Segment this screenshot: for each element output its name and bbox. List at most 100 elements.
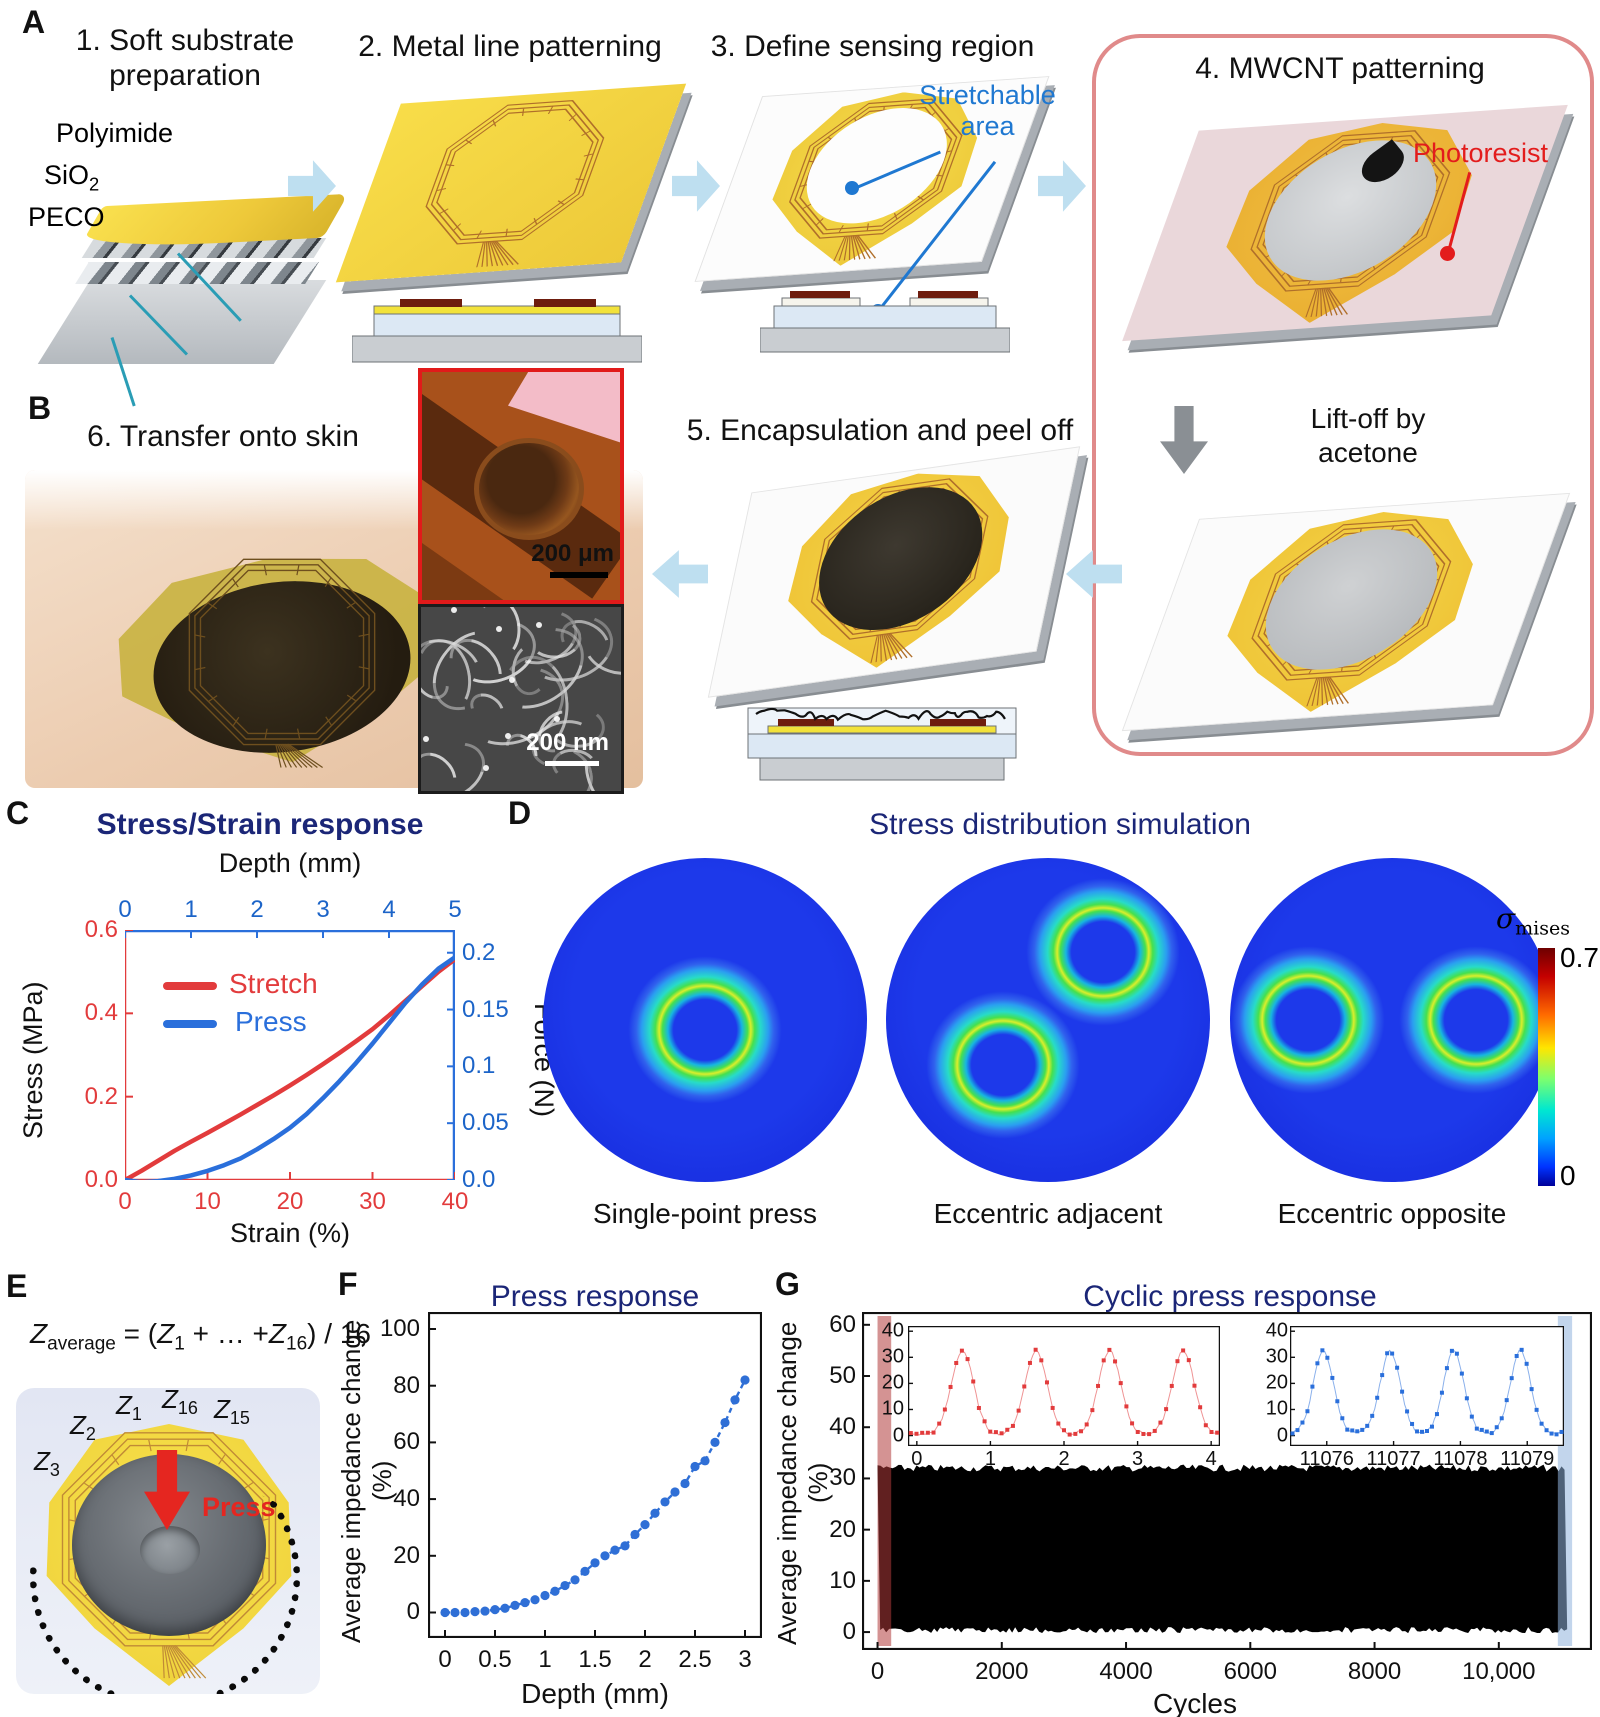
tick-label: 5 [448, 896, 462, 923]
step1-illustration [28, 112, 349, 407]
tick-label: 0.6 [84, 916, 118, 943]
scale-bar-200nm [545, 761, 599, 766]
tick-label: 0 [911, 1448, 923, 1470]
arrow-step5-to-b [652, 550, 708, 598]
tick-label: 2000 [975, 1658, 1029, 1685]
electrode-label-z15: Z15 [214, 1394, 250, 1429]
tick-label: 40 [829, 1413, 856, 1441]
press-illustration: Press Z1 Z16 Z15 Z2 Z3 [16, 1388, 320, 1694]
tick-label: 0.0 [462, 1166, 496, 1193]
stress-ring [1024, 875, 1183, 1028]
tick-label: 0 [118, 1188, 132, 1215]
sem-bright-dot [504, 732, 511, 739]
sem-inset: 200 nm [418, 604, 624, 794]
tick-label: 50 [829, 1362, 856, 1389]
chart-g-xticks: 0 2000 4000 6000 8000 10,000 [862, 1658, 1592, 1685]
sim-label-single: Single-point press [592, 1198, 818, 1229]
sem-bright-dot [483, 765, 490, 772]
tick-label: 100 [379, 1315, 420, 1342]
z-average-formula: Zaverage = (Z1 + … +Z16) / 16 [30, 1318, 371, 1355]
tick-label: 60 [393, 1428, 420, 1456]
tick-label: 1 [984, 1448, 996, 1470]
tick-label: 10 [1265, 1397, 1288, 1420]
step1-title: 1. Soft substrate preparation [75, 24, 295, 92]
sem-bright-dot [536, 621, 543, 628]
tick-label: 30 [1265, 1345, 1288, 1368]
step4-photoresist-slab [1122, 104, 1568, 342]
colorbar-label: σmises [1496, 902, 1571, 940]
step2-title: 2. Metal line patterning [358, 30, 662, 63]
layer-label-peco: PECO [28, 202, 105, 232]
tick-label: 10,000 [1462, 1658, 1536, 1685]
chart-c-bottom-ticks: 0 10 20 30 40 [118, 1188, 468, 1216]
colorbar-min: 0 [1560, 1160, 1576, 1191]
tick-label: 0.4 [84, 999, 118, 1027]
tick-label: 4000 [1099, 1658, 1153, 1685]
stress-ring [626, 953, 784, 1106]
tick-label: 6000 [1223, 1658, 1277, 1685]
sim-single-point [543, 858, 867, 1182]
tick-label: 20 [829, 1515, 856, 1543]
panel-f-label: F [338, 1266, 358, 1302]
tick-label: 20 [393, 1541, 420, 1569]
arrow-step2-to-step3 [672, 160, 720, 212]
tick-label: 11079 [1500, 1448, 1555, 1470]
tick-label: 0 [406, 1598, 420, 1626]
stretchable-area-label: Stretchable area [919, 80, 1056, 142]
tick-label: 4 [382, 896, 396, 923]
tick-label: 0.0 [84, 1166, 118, 1193]
electrode-label-z2: Z2 [70, 1410, 96, 1445]
tick-label: 0.05 [462, 1109, 509, 1137]
panel-g-label: G [775, 1266, 800, 1302]
tick-label: 80 [393, 1371, 420, 1399]
tick-label: 40 [881, 1319, 904, 1342]
step6-title: 6. Transfer onto skin [87, 420, 359, 453]
step2-slab [335, 83, 687, 283]
tick-label: 1 [184, 896, 198, 923]
photo-trace-pattern [188, 558, 376, 768]
step5-title: 5. Encapsulation and peel off [686, 414, 1074, 447]
tick-label: 20 [881, 1371, 904, 1394]
electrode-dots [30, 1461, 300, 1694]
stretchable-dot-1 [845, 181, 859, 195]
tick-label: 0 [842, 1618, 856, 1646]
sim-label-opposite: Eccentric opposite [1277, 1198, 1507, 1229]
tick-label: 30 [359, 1188, 386, 1215]
inset-blue-plot [1290, 1326, 1564, 1446]
micrograph-inset: 200 μm [418, 368, 624, 604]
chart-f-xlabel: Depth (mm) [521, 1678, 669, 1709]
panel-b-label: B [28, 390, 52, 426]
tick-label: 3 [738, 1646, 752, 1673]
tick-label: 0 [118, 896, 132, 923]
electrode-label-z16: Z16 [162, 1388, 198, 1419]
inset-red-yticks: 0 10 20 30 40 [872, 1320, 904, 1446]
chart-c-top-axis-label: Depth (mm) [218, 848, 362, 878]
panel-d-title: Stress distribution simulation [869, 808, 1251, 841]
chart-svg [908, 1326, 1220, 1446]
chart-svg [125, 930, 455, 1180]
metal-trace-pattern [425, 100, 605, 268]
photoresist-dot [1440, 246, 1455, 261]
tick-label: 2 [250, 896, 264, 923]
panel-e-label: E [6, 1268, 28, 1304]
tick-label: 11076 [1299, 1448, 1354, 1470]
chart-svg [428, 1312, 762, 1638]
tick-label: 0 [870, 1658, 885, 1685]
chart-c-right-ticks: 0.0 0.05 0.1 0.15 0.2 [462, 930, 526, 1193]
tick-label: 40 [393, 1485, 420, 1513]
tick-label: 30 [829, 1464, 856, 1492]
scale-label-200nm: 200 nm [526, 729, 609, 756]
step3-cross-section [760, 291, 1010, 353]
sem-bright-dot [495, 625, 502, 632]
tick-label: 11078 [1433, 1448, 1488, 1470]
scale-bar-200um [550, 572, 608, 578]
chart-f-title: Press response [490, 1280, 700, 1313]
tick-label: 20 [1265, 1371, 1288, 1394]
panel-c-label: C [6, 795, 30, 831]
tick-label: 11077 [1366, 1448, 1421, 1470]
stress-ring [1230, 944, 1387, 1096]
tick-label: 40 [441, 1188, 469, 1215]
chart-g-title: Cyclic press response [1083, 1280, 1377, 1313]
electrode-label-z3: Z3 [34, 1446, 60, 1481]
legend-swatch-stretch [163, 982, 217, 990]
